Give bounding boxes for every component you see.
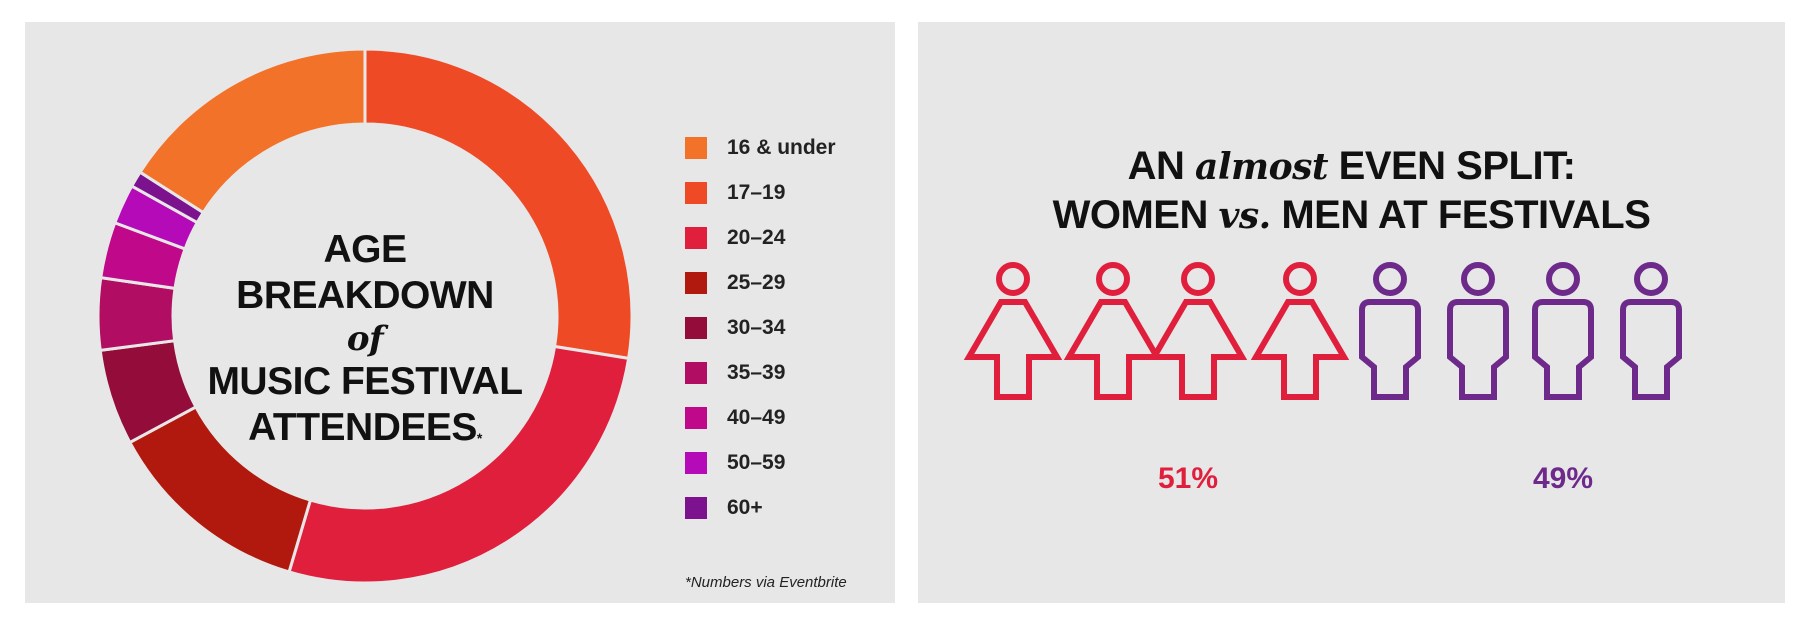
gender-split-title: AN almost EVEN SPLIT: WOMEN vs. MEN AT F…	[918, 142, 1785, 240]
men-percentage: 49%	[1533, 462, 1594, 495]
age-donut-chart	[96, 47, 634, 585]
legend-swatch	[685, 226, 707, 249]
gender-split-panel: AN almost EVEN SPLIT: WOMEN vs. MEN AT F…	[918, 22, 1785, 603]
title-line-age-breakdown: AGE BREAKDOWN	[236, 228, 494, 317]
age-legend: 16 & under 17–19 20–24 25–29 30–34 35–39 40–49…	[685, 125, 836, 530]
man-icon	[1620, 262, 1682, 400]
donut-slice-35-39	[96, 275, 177, 353]
legend-label: 16 & under	[727, 135, 836, 159]
legend-item: 20–24	[685, 215, 836, 260]
legend-item: 25–29	[685, 260, 836, 305]
donut-slice-20-24	[287, 344, 631, 585]
man-icon	[1359, 262, 1421, 400]
title-an: AN	[1127, 144, 1185, 188]
woman-icon	[963, 262, 1063, 400]
legend-swatch	[685, 316, 707, 339]
legend-label: 35–39	[727, 360, 786, 384]
legend-label: 40–49	[727, 405, 786, 429]
legend-swatch	[685, 406, 707, 429]
title-line-attendees: ATTENDEES*	[195, 405, 535, 451]
legend-label: 25–29	[727, 270, 786, 294]
title-word-of: of	[346, 319, 384, 359]
title-women: WOMEN	[1052, 193, 1209, 237]
man-icon	[1532, 262, 1594, 400]
legend-swatch	[685, 496, 707, 519]
woman-icon	[1063, 262, 1163, 400]
legend-item: 35–39	[685, 350, 836, 395]
title-line-music-festival: MUSIC FESTIVAL	[207, 360, 523, 403]
legend-swatch	[685, 361, 707, 384]
legend-swatch	[685, 136, 707, 159]
man-icon	[1447, 262, 1509, 400]
donut-slice-16-under	[138, 47, 367, 215]
legend-item: 40–49	[685, 395, 836, 440]
legend-label: 20–24	[727, 225, 786, 249]
women-percentage: 51%	[1158, 462, 1219, 495]
title-line-1: AN almost EVEN SPLIT:	[918, 142, 1785, 191]
legend-item: 30–34	[685, 305, 836, 350]
title-almost: almost	[1195, 146, 1329, 188]
legend-label: 17–19	[727, 180, 786, 204]
people-icons	[963, 262, 1682, 400]
legend-swatch	[685, 181, 707, 204]
title-asterisk: *	[476, 430, 482, 446]
legend-item: 50–59	[685, 440, 836, 485]
legend-label: 30–34	[727, 315, 786, 339]
legend-item: 17–19	[685, 170, 836, 215]
source-footnote: *Numbers via Eventbrite	[685, 574, 847, 591]
legend-label: 60+	[727, 495, 763, 519]
legend-swatch	[685, 451, 707, 474]
legend-swatch	[685, 271, 707, 294]
woman-icon	[1250, 262, 1350, 400]
donut-slice-17-19	[363, 47, 634, 361]
title-line-2: WOMEN vs. MEN AT FESTIVALS	[918, 191, 1785, 240]
legend-label: 50–59	[727, 450, 786, 474]
title-vs: vs.	[1218, 195, 1272, 237]
title-men: MEN AT FESTIVALS	[1281, 193, 1651, 237]
title-even-split: EVEN SPLIT:	[1338, 144, 1576, 188]
title-attendees-text: ATTENDEES	[248, 406, 477, 449]
legend-item: 60+	[685, 485, 836, 530]
age-breakdown-panel: AGE BREAKDOWN of MUSIC FESTIVAL ATTENDEE…	[25, 22, 895, 603]
woman-icon	[1148, 262, 1248, 400]
legend-item: 16 & under	[685, 125, 836, 170]
donut-center-title: AGE BREAKDOWN of MUSIC FESTIVAL ATTENDEE…	[195, 227, 535, 451]
